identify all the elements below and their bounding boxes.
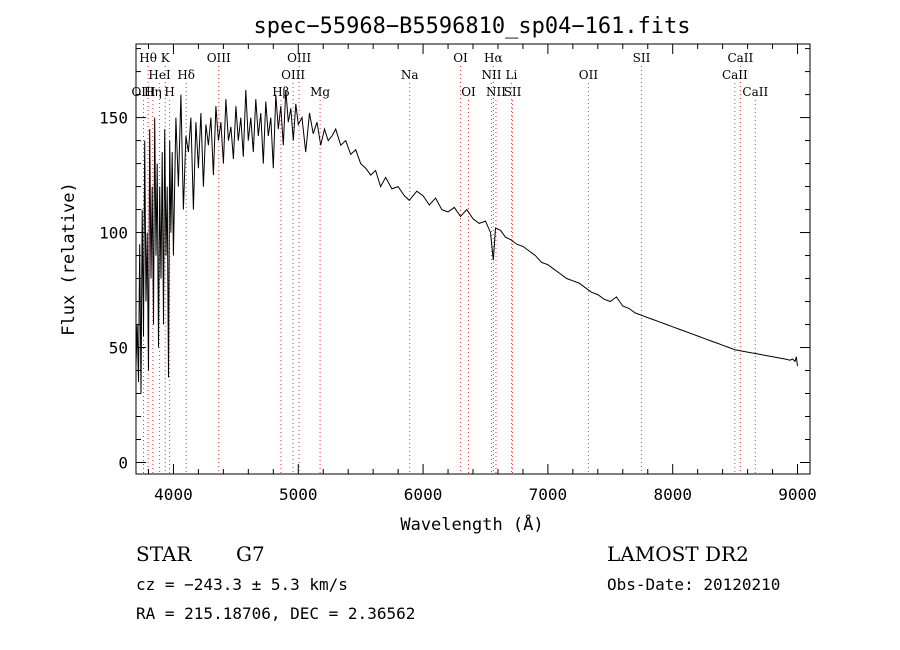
- y-tick-label: 0: [118, 454, 128, 473]
- spectral-line-label: OI: [461, 85, 476, 99]
- spectral-line-label: OIII: [287, 51, 311, 65]
- x-tick-label: 8000: [653, 485, 692, 504]
- spectral-line-label: H: [164, 85, 174, 99]
- object-class: STAR: [136, 542, 192, 566]
- spectral-line-label: Li: [506, 68, 518, 82]
- spectral-line-label: OIII: [131, 85, 155, 99]
- spectral-line-label: OIII: [207, 51, 231, 65]
- spectral-line-label: OIII: [281, 68, 305, 82]
- spectral-line-label: CaII: [727, 51, 753, 65]
- spectral-line-label: SII: [633, 51, 651, 65]
- spectral-line-label: K: [161, 51, 171, 65]
- survey-name: LAMOST DR2: [607, 542, 749, 566]
- spectral-line-label: Hβ: [272, 85, 289, 99]
- spectral-subclass: G7: [236, 542, 265, 566]
- coordinates-readout: RA = 215.18706, DEC = 2.36562: [136, 604, 415, 623]
- spectral-line-label: Hδ: [177, 68, 195, 82]
- x-axis-ticks: 4000 5000 6000 7000 8000 9000: [147, 44, 817, 504]
- x-tick-label: 6000: [404, 485, 443, 504]
- y-tick-label: 150: [99, 109, 128, 128]
- spectral-line-label: Hθ: [139, 51, 157, 65]
- spectral-line-label: Mg: [310, 85, 330, 99]
- spectral-line-label: HeI: [148, 68, 171, 82]
- y-tick-label: 50: [109, 339, 128, 358]
- x-tick-label: 7000: [529, 485, 568, 504]
- spectral-line-label: Na: [401, 68, 419, 82]
- spectral-line-label: Hη: [144, 85, 162, 99]
- x-tick-label: 5000: [279, 485, 318, 504]
- spectral-line-label: NII: [486, 85, 506, 99]
- x-tick-label: 4000: [154, 485, 193, 504]
- y-axis-label: Flux (relative): [59, 182, 79, 336]
- x-tick-label: 9000: [778, 485, 817, 504]
- spectral-line-label: OI: [453, 51, 468, 65]
- spectrum-line: [135, 89, 798, 394]
- spectral-line-label: CaII: [722, 68, 748, 82]
- spectral-line-label: OII: [579, 68, 599, 82]
- spectral-line-label: SII: [504, 85, 522, 99]
- plot-frame: [135, 43, 811, 475]
- y-axis-ticks: 0 50 100 150: [99, 48, 810, 473]
- chart-title: spec−55968−B5596810_sp04−161.fits: [253, 14, 690, 39]
- y-tick-label: 100: [99, 224, 128, 243]
- spectral-line-label: NII: [481, 68, 501, 82]
- redshift-readout: cz = −243.3 ± 5.3 km/s: [136, 575, 348, 594]
- spectral-line-labels: Hθ KOIIIHηHeIHHδOIIIHβOIIIOIIIMgNaOIOIHαN…: [131, 51, 768, 99]
- x-axis-label: Wavelength (Å): [400, 513, 543, 535]
- observation-date: Obs-Date: 20120210: [607, 575, 780, 594]
- spectral-line-label: Hα: [484, 51, 503, 65]
- spectral-line-label: CaII: [742, 85, 768, 99]
